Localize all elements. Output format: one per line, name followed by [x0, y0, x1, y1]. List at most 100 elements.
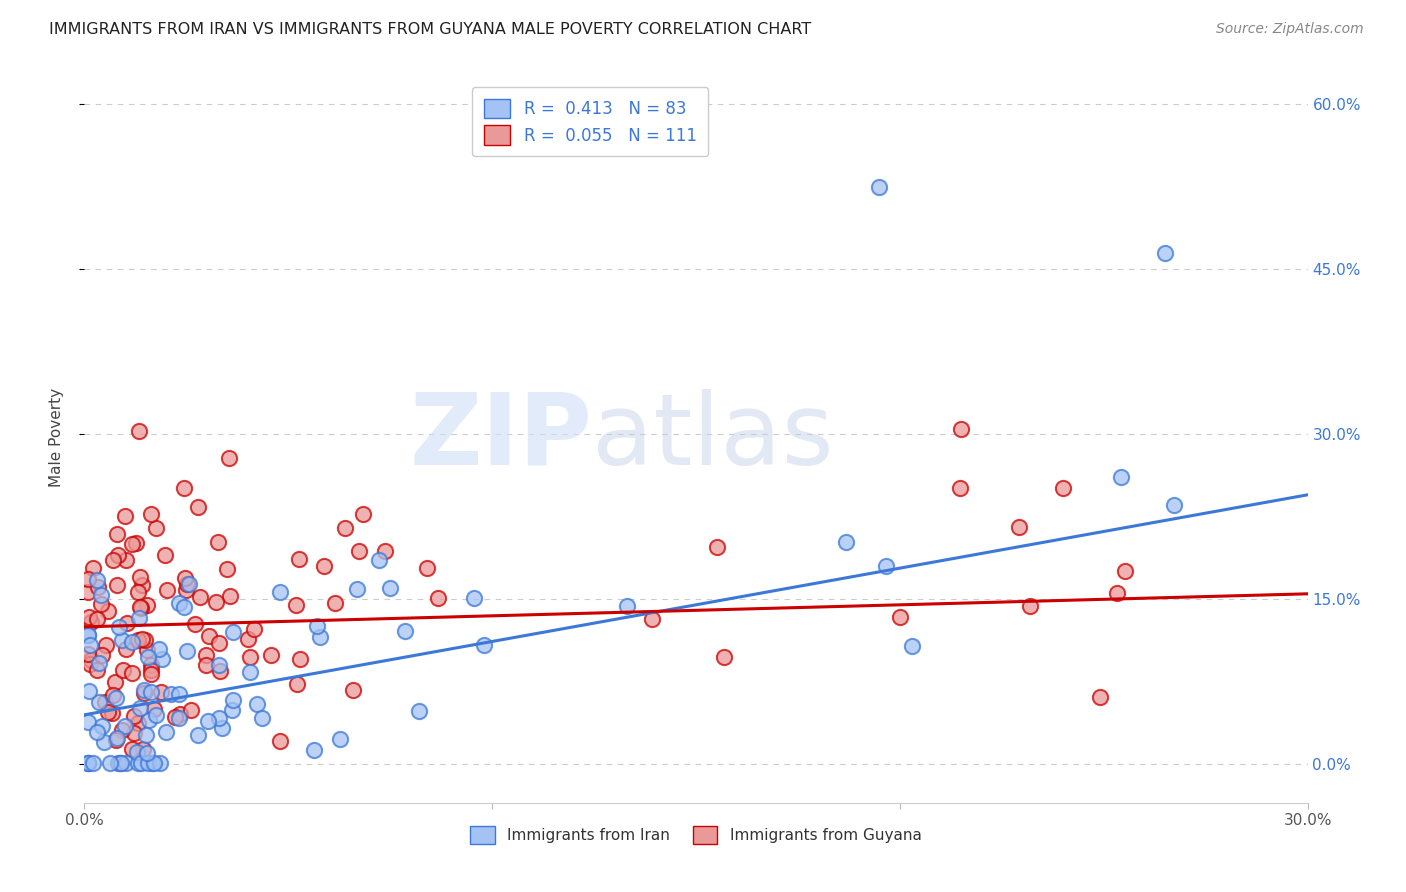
Point: [177, 577, 200, 591]
Point: [89, 695, 111, 709]
Point: [90, 597, 112, 611]
Point: [108, 756, 131, 771]
Point: [79, 657, 101, 671]
Point: [131, 578, 153, 592]
Point: [198, 629, 221, 643]
Point: [1111, 470, 1133, 484]
Point: [98, 756, 121, 771]
Point: [204, 595, 226, 609]
Point: [94, 695, 117, 709]
Point: [134, 683, 156, 698]
Point: [82, 561, 104, 575]
Point: [149, 684, 172, 698]
Point: [901, 640, 924, 654]
Point: [136, 649, 159, 664]
Point: [875, 558, 897, 573]
Point: [260, 648, 283, 663]
Point: [104, 690, 127, 705]
Text: atlas: atlas: [592, 389, 834, 485]
Point: [141, 756, 163, 771]
Point: [121, 666, 143, 681]
Point: [129, 756, 152, 771]
Point: [250, 711, 273, 725]
Point: [1163, 498, 1185, 512]
Point: [139, 508, 162, 522]
Point: [173, 599, 195, 614]
Point: [136, 756, 159, 771]
Point: [142, 702, 165, 716]
Point: [128, 425, 150, 439]
Point: [79, 638, 101, 652]
Point: [135, 643, 157, 657]
Point: [138, 713, 160, 727]
Point: [150, 652, 173, 666]
Y-axis label: Male Poverty: Male Poverty: [49, 387, 63, 487]
Point: [163, 710, 186, 724]
Point: [188, 590, 211, 604]
Point: [239, 650, 262, 665]
Point: [285, 676, 308, 690]
Point: [160, 687, 183, 701]
Point: [125, 745, 148, 759]
Point: [128, 701, 150, 715]
Point: [463, 591, 485, 605]
Point: [79, 683, 101, 698]
Point: [121, 635, 143, 649]
Point: [208, 711, 231, 725]
Point: [169, 596, 191, 610]
Point: [950, 422, 973, 436]
Point: [222, 692, 245, 706]
Point: [77, 647, 100, 661]
Point: [107, 578, 129, 592]
Point: [128, 599, 150, 614]
Point: [1114, 565, 1136, 579]
Point: [131, 741, 153, 756]
Point: [194, 658, 217, 673]
Point: [89, 656, 111, 670]
Point: [269, 733, 291, 747]
Point: [107, 526, 129, 541]
Point: [347, 544, 370, 558]
Point: [167, 711, 190, 725]
Point: [207, 534, 229, 549]
Point: [217, 562, 239, 576]
Point: [132, 686, 155, 700]
Point: [107, 548, 129, 562]
Point: [77, 585, 100, 599]
Point: [86, 663, 108, 677]
Point: [145, 708, 167, 723]
Point: [80, 653, 103, 667]
Point: [1052, 481, 1074, 495]
Point: [1019, 599, 1042, 613]
Point: [346, 582, 368, 596]
Point: [112, 663, 135, 677]
Point: [115, 641, 138, 656]
Point: [114, 509, 136, 524]
Point: [77, 628, 100, 642]
Point: [86, 724, 108, 739]
Point: [269, 585, 291, 599]
Point: [122, 708, 145, 723]
Point: [219, 589, 242, 603]
Point: [82, 756, 104, 771]
Legend: Immigrants from Iran, Immigrants from Guyana: Immigrants from Iran, Immigrants from Gu…: [464, 820, 928, 850]
Point: [135, 599, 157, 613]
Point: [246, 697, 269, 711]
Point: [187, 728, 209, 742]
Point: [288, 652, 311, 666]
Point: [121, 537, 143, 551]
Point: [174, 571, 197, 585]
Point: [307, 619, 329, 633]
Point: [333, 521, 356, 535]
Point: [148, 641, 170, 656]
Point: [86, 580, 108, 594]
Point: [108, 620, 131, 634]
Point: [97, 706, 120, 720]
Point: [176, 644, 198, 658]
Point: [107, 731, 129, 745]
Point: [136, 746, 159, 760]
Point: [173, 481, 195, 495]
Point: [472, 638, 495, 652]
Point: [127, 756, 149, 771]
Point: [176, 577, 198, 591]
